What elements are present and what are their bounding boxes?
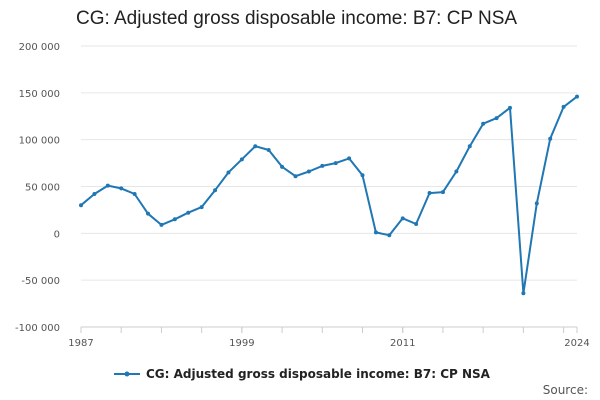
data-point[interactable] [360, 173, 365, 178]
data-point[interactable] [92, 191, 97, 196]
y-axis-tick-labels: 200 000 150 000 100 000 50 000 0 -50 000 -100 … [15, 42, 60, 334]
data-point[interactable] [253, 144, 258, 149]
data-point[interactable] [159, 222, 164, 227]
data-point[interactable] [266, 147, 271, 152]
chart-title: CG: Adjusted gross disposable income: B7… [76, 8, 518, 29]
data-point[interactable] [146, 211, 151, 216]
data-point[interactable] [132, 191, 137, 196]
y-tick-label: 100 000 [19, 136, 60, 147]
data-point[interactable] [534, 201, 539, 206]
data-point[interactable] [575, 94, 579, 99]
data-point[interactable] [293, 174, 298, 179]
data-point[interactable] [454, 169, 459, 174]
data-point[interactable] [548, 136, 553, 141]
data-point[interactable] [172, 217, 177, 222]
y-tick-label: -100 000 [15, 323, 60, 334]
x-tick-label: 1987 [68, 338, 93, 349]
y-tick-label: -50 000 [21, 276, 60, 287]
data-point[interactable] [226, 170, 231, 175]
data-point[interactable] [387, 233, 392, 238]
data-point[interactable] [239, 157, 244, 162]
x-tick-label: 1999 [229, 338, 254, 349]
y-tick-label: 0 [54, 229, 60, 240]
data-point[interactable] [427, 191, 432, 196]
grid-lines [81, 45, 577, 328]
data-point[interactable] [400, 216, 405, 221]
data-point[interactable] [105, 183, 110, 188]
y-tick-label: 50 000 [25, 183, 60, 194]
data-point[interactable] [213, 188, 218, 193]
data-point[interactable] [561, 104, 566, 109]
legend[interactable]: CG: Adjusted gross disposable income: B7… [114, 367, 491, 381]
data-point[interactable] [320, 163, 325, 168]
y-tick-label: 150 000 [19, 89, 60, 100]
data-point[interactable] [507, 105, 512, 110]
data-point[interactable] [481, 121, 486, 126]
x-tick-label: 2024 [564, 338, 589, 349]
series-layer [79, 94, 579, 296]
data-point[interactable] [280, 164, 285, 169]
series-line [80, 95, 578, 295]
source-label: Source: [543, 383, 588, 397]
data-point[interactable] [199, 205, 204, 210]
data-point[interactable] [521, 291, 526, 296]
data-point[interactable] [414, 221, 419, 226]
data-point[interactable] [467, 144, 472, 149]
data-point[interactable] [333, 161, 338, 166]
data-point[interactable] [79, 203, 83, 208]
x-axis [80, 326, 578, 333]
data-point[interactable] [119, 186, 124, 191]
legend-marker-swatch [124, 371, 130, 377]
x-tick-label: 2011 [390, 338, 415, 349]
data-point[interactable] [373, 230, 378, 235]
y-tick-label: 200 000 [19, 42, 60, 53]
data-point[interactable] [440, 190, 445, 195]
data-point[interactable] [494, 116, 499, 121]
data-point[interactable] [186, 210, 191, 215]
x-axis-tick-labels: 1987 1999 2011 2024 [68, 338, 589, 349]
data-point[interactable] [306, 169, 311, 174]
data-point[interactable] [347, 156, 352, 161]
legend-label: CG: Adjusted gross disposable income: B7… [146, 367, 491, 381]
